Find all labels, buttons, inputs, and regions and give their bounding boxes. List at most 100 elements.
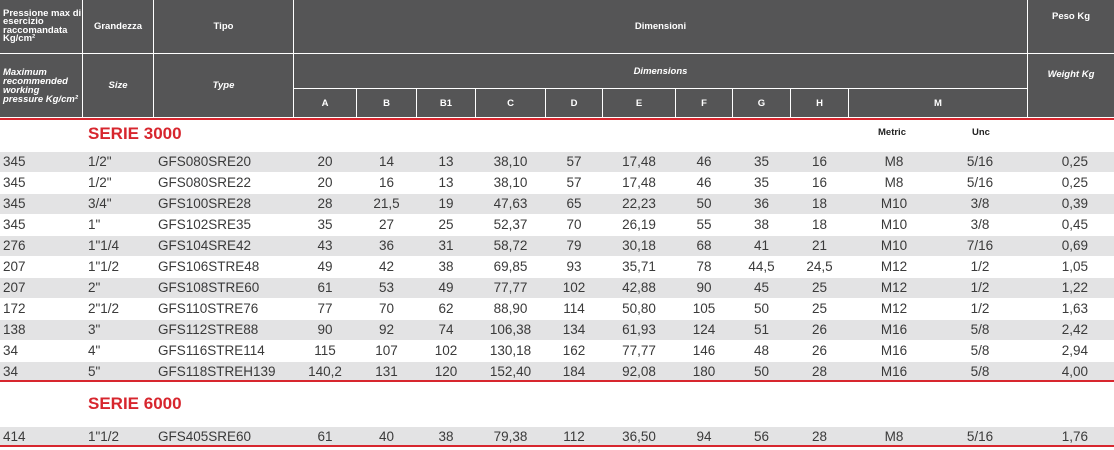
cell-type: GFS100SRE28 (158, 196, 252, 211)
cell-f: 124 (692, 322, 716, 337)
table-row: 207 2" GFS108STRE60 61 53 49 77,77 102 42,88 90 45… (0, 278, 1114, 298)
cell-e: 30,18 (622, 238, 656, 253)
cell-weight: 0,25 (1061, 175, 1088, 190)
cell-type: GFS106STRE48 (158, 259, 260, 274)
cell-size: 1" (88, 217, 101, 232)
cell-f: 78 (696, 259, 712, 274)
cell-metric: M16 (880, 343, 908, 358)
cell-d: 134 (562, 322, 586, 337)
cell-d: 57 (566, 154, 582, 169)
cell-pressure: 207 (3, 259, 26, 274)
cell-b: 16 (378, 175, 395, 190)
cell-type: GFS112STRE88 (158, 322, 259, 337)
cell-c: 77,77 (493, 280, 528, 295)
cell-size: 1/2" (88, 154, 112, 169)
header-dimensions-en: Dimensions (294, 54, 1027, 88)
cell-b: 53 (378, 280, 395, 295)
cell-size: 2" (88, 280, 101, 295)
cell-type: GFS104SRE42 (158, 238, 252, 253)
cell-h: 26 (811, 322, 828, 337)
cell-unc: 5/16 (966, 175, 994, 190)
cell-c: 130,18 (489, 343, 532, 358)
header-dim-g: G (733, 89, 790, 117)
cell-c: 38,10 (493, 175, 528, 190)
header-pressure-en: Maximum recommended working pressure Kg/… (0, 54, 82, 117)
cell-g: 48 (753, 343, 770, 358)
cell-b: 36 (378, 238, 395, 253)
header-weight-it: Peso Kg (1028, 0, 1114, 53)
cell-e: 42,88 (622, 280, 656, 295)
cell-h: 28 (811, 429, 828, 444)
cell-unc: 5/16 (966, 429, 994, 444)
cell-h: 18 (811, 196, 828, 211)
cell-weight: 0,25 (1061, 154, 1088, 169)
header-rule (0, 118, 1114, 120)
cell-metric: M8 (884, 429, 904, 444)
cell-e: 22,23 (622, 196, 656, 211)
cell-c: 88,90 (493, 301, 528, 316)
cell-unc: 1/2 (970, 280, 990, 295)
table-row: 138 3" GFS112STRE88 90 92 74 106,38 134 61,93 124… (0, 320, 1114, 340)
table-row: 345 1" GFS102SRE35 35 27 25 52,37 70 26,19 55 38 18… (0, 215, 1114, 235)
cell-pressure: 345 (3, 175, 26, 190)
header-dim-b1: B1 (417, 89, 475, 117)
cell-d: 102 (562, 280, 586, 295)
cell-b1: 102 (434, 343, 458, 358)
subheader-unc: Unc (972, 127, 990, 138)
table-row: 207 1"1/2 GFS106STRE48 49 42 38 69,85 93 35,71 78… (0, 257, 1114, 277)
subheader-metric: Metric (878, 127, 906, 138)
cell-type: GFS116STRE114 (158, 343, 265, 358)
cell-a: 140,2 (308, 364, 342, 379)
cell-size: 3" (88, 322, 101, 337)
header-type-it: Tipo (154, 0, 293, 53)
cell-b: 42 (378, 259, 395, 274)
cell-weight: 2,42 (1061, 322, 1088, 337)
header-dim-d: D (546, 89, 602, 117)
cell-f: 105 (692, 301, 716, 316)
table-header: Pressione max di esercizio raccomandata … (0, 0, 1114, 117)
cell-c: 79,38 (493, 429, 528, 444)
cell-g: 41 (753, 238, 770, 253)
cell-h: 25 (811, 301, 828, 316)
cell-pressure: 172 (3, 301, 26, 316)
cell-a: 20 (317, 154, 333, 169)
cell-d: 57 (566, 175, 582, 190)
cell-pressure: 34 (3, 364, 19, 379)
cell-g: 56 (753, 429, 770, 444)
cell-type: GFS108STRE60 (158, 280, 260, 295)
cell-b: 21,5 (373, 196, 400, 211)
cell-g: 38 (753, 217, 770, 232)
cell-d: 79 (566, 238, 582, 253)
table-row: 345 1/2" GFS080SRE20 20 14 13 38,10 57 17,48 46 35… (0, 152, 1114, 172)
cell-pressure: 207 (3, 280, 26, 295)
cell-b1: 25 (438, 217, 454, 232)
cell-metric: M16 (880, 364, 908, 379)
cell-h: 26 (811, 343, 828, 358)
cell-e: 61,93 (622, 322, 656, 337)
cell-pressure: 345 (3, 154, 26, 169)
cell-g: 35 (753, 175, 770, 190)
cell-e: 92,08 (622, 364, 656, 379)
table-row: 276 1"1/4 GFS104SRE42 43 36 31 58,72 79 30,18 68 4… (0, 236, 1114, 256)
cell-size: 1"1/2 (88, 429, 120, 444)
cell-e: 35,71 (622, 259, 656, 274)
cell-a: 43 (317, 238, 333, 253)
cell-h: 16 (811, 154, 828, 169)
cell-metric: M12 (880, 280, 908, 295)
cell-weight: 1,76 (1061, 429, 1088, 444)
cell-weight: 1,63 (1061, 301, 1088, 316)
cell-c: 47,63 (493, 196, 528, 211)
cell-f: 146 (692, 343, 716, 358)
cell-d: 112 (563, 429, 585, 444)
cell-weight: 1,22 (1061, 280, 1088, 295)
cell-f: 180 (692, 364, 716, 379)
cell-d: 65 (566, 196, 582, 211)
cell-c: 38,10 (493, 154, 528, 169)
cell-c: 52,37 (493, 217, 528, 232)
cell-b: 107 (375, 343, 398, 358)
cell-f: 50 (696, 196, 712, 211)
cell-b: 70 (378, 301, 395, 316)
cell-b1: 49 (438, 280, 454, 295)
header-weight-en: Weight Kg (1028, 54, 1114, 117)
cell-f: 46 (696, 175, 712, 190)
